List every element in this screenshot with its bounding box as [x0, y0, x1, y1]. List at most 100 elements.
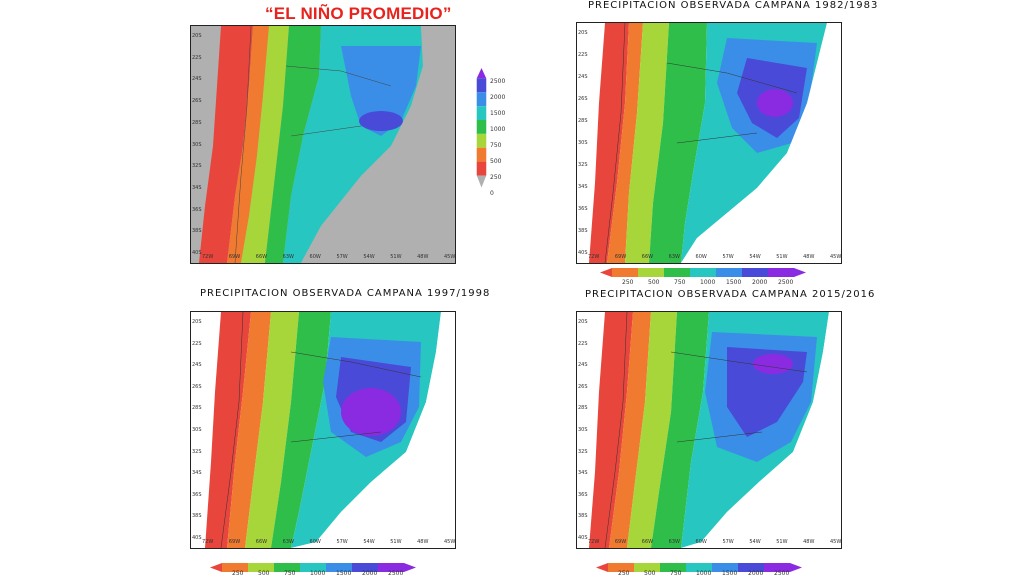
green-band [265, 26, 321, 263]
precipitation-map [589, 312, 841, 548]
vbar-label-0: 0 [490, 190, 494, 197]
colorbar-label: 1000 [696, 570, 712, 577]
colorbar-label: 500 [648, 279, 660, 286]
pacific-coast-strip [199, 26, 253, 263]
atlantic-white [681, 23, 841, 263]
lat-tick-label: 38S [192, 228, 202, 235]
colorbar-label: 250 [232, 570, 244, 577]
lon-tick-label: 66W [641, 254, 654, 260]
red-band [589, 312, 633, 548]
lat-tick-label: 36S [578, 206, 588, 212]
green-band [271, 312, 331, 548]
lon-tick-label: 57W [722, 254, 734, 260]
lat-tick-label: 24S [192, 76, 202, 83]
light-green-band [245, 312, 299, 548]
colorbar-label: 2000 [748, 570, 764, 577]
lon-tick-label: 51W [390, 254, 402, 260]
vbar-label-1500: 1500 [490, 110, 506, 117]
lat-tick-label: 34S [578, 184, 588, 190]
violet-core [753, 354, 793, 374]
vbar-label-750: 750 [490, 142, 502, 149]
lat-tick-label: 32S [192, 163, 202, 170]
lon-tick-label: 69W [614, 254, 627, 260]
lon-tick-label: 72W [202, 254, 214, 260]
lat-tick-label: 26S [192, 98, 202, 105]
lat-tick-label: 20S [192, 319, 202, 325]
lon-tick-label: 54W [363, 539, 375, 545]
lat-tick-label: 32S [192, 448, 202, 455]
lon-tick-label: 63W [282, 539, 294, 545]
lon-tick-label: 66W [255, 539, 268, 545]
vbar-label-500: 500 [490, 158, 502, 165]
lat-tick-label: 24S [192, 362, 202, 369]
lat-tick-label: 26S [578, 383, 588, 390]
panel-title-2016: PRECIPITACION OBSERVADA CAMPANA 2015/201… [585, 289, 876, 300]
lon-tick-label: 66W [641, 539, 654, 545]
boundaries [220, 312, 422, 548]
lon-tick-label: 60W [309, 539, 321, 545]
lat-tick-label: 34S [192, 184, 202, 191]
atlantic-mask [301, 26, 455, 263]
colorbar-label: 2500 [388, 570, 404, 577]
colorbar-label: 1500 [722, 570, 738, 577]
colorbar-label: 250 [622, 279, 634, 286]
boundaries [604, 23, 798, 263]
lon-tick-label: 57W [336, 254, 348, 260]
lat-tick-label: 22S [192, 340, 202, 347]
violet-core [341, 388, 401, 436]
colorbar-label: 2000 [362, 570, 378, 577]
vbar-label-250: 250 [490, 174, 502, 181]
lat-tick-label: 28S [578, 118, 588, 124]
lon-tick-label: 72W [588, 254, 600, 260]
vbar-label-1000: 1000 [490, 126, 506, 133]
horizontal-colorbar-top [600, 268, 806, 277]
lat-tick-label: 28S [192, 119, 202, 126]
horizontal-colorbar-bottom-right [596, 563, 802, 572]
lat-tick-label: 20S [578, 30, 588, 36]
lon-tick-label: 48W [417, 539, 429, 545]
light-green-band [625, 23, 669, 263]
lat-tick-label: 38S [578, 228, 588, 234]
lon-tick-label: 72W [202, 539, 214, 545]
map-panel-1982-1983 [576, 22, 842, 264]
map-panel-el-nino-promedio [190, 25, 456, 264]
lon-tick-label: 60W [309, 254, 321, 260]
orange-band [609, 312, 651, 548]
atlantic-white [681, 312, 841, 548]
colorbar-label: 750 [674, 279, 686, 286]
lat-tick-label: 28S [192, 405, 202, 412]
lat-tick-label: 30S [578, 140, 588, 146]
red-band [589, 23, 629, 263]
lat-tick-label: 22S [192, 54, 202, 61]
lat-tick-label: 34S [578, 470, 588, 477]
lon-tick-label: 45W [444, 539, 456, 545]
dry-orange-band [227, 26, 269, 263]
lon-tick-label: 63W [282, 254, 294, 260]
lat-tick-label: 40S [192, 535, 202, 541]
lat-tick-label: 40S [578, 535, 588, 541]
lat-tick-label: 32S [578, 162, 588, 168]
boundaries [604, 312, 808, 548]
orange-band [607, 23, 643, 263]
colorbar-label: 1500 [336, 570, 352, 577]
light-green-band [241, 26, 289, 263]
lon-tick-label: 69W [228, 254, 241, 260]
lon-tick-label: 51W [776, 254, 788, 260]
lat-tick-label: 22S [578, 52, 588, 58]
lat-tick-label: 38S [192, 513, 202, 520]
lon-tick-label: 69W [228, 539, 241, 545]
lon-tick-label: 48W [417, 254, 429, 260]
lon-tick-label: 54W [749, 254, 761, 260]
lon-tick-label: 45W [830, 254, 842, 260]
lat-tick-label: 20S [192, 33, 202, 39]
lon-tick-label: 54W [363, 254, 375, 260]
map-panel-1997-1998 [190, 311, 456, 549]
vbar-label-2000: 2000 [490, 94, 506, 101]
atlantic-white [291, 312, 455, 548]
lat-tick-label: 26S [192, 383, 202, 390]
panel-title-1998: PRECIPITACION OBSERVADA CAMPANA 1997/199… [200, 288, 491, 299]
lon-tick-label: 48W [803, 539, 815, 545]
map-panel-2015-2016 [576, 311, 842, 549]
horizontal-colorbar-bottom-left [210, 563, 416, 572]
orange-band [227, 312, 271, 548]
